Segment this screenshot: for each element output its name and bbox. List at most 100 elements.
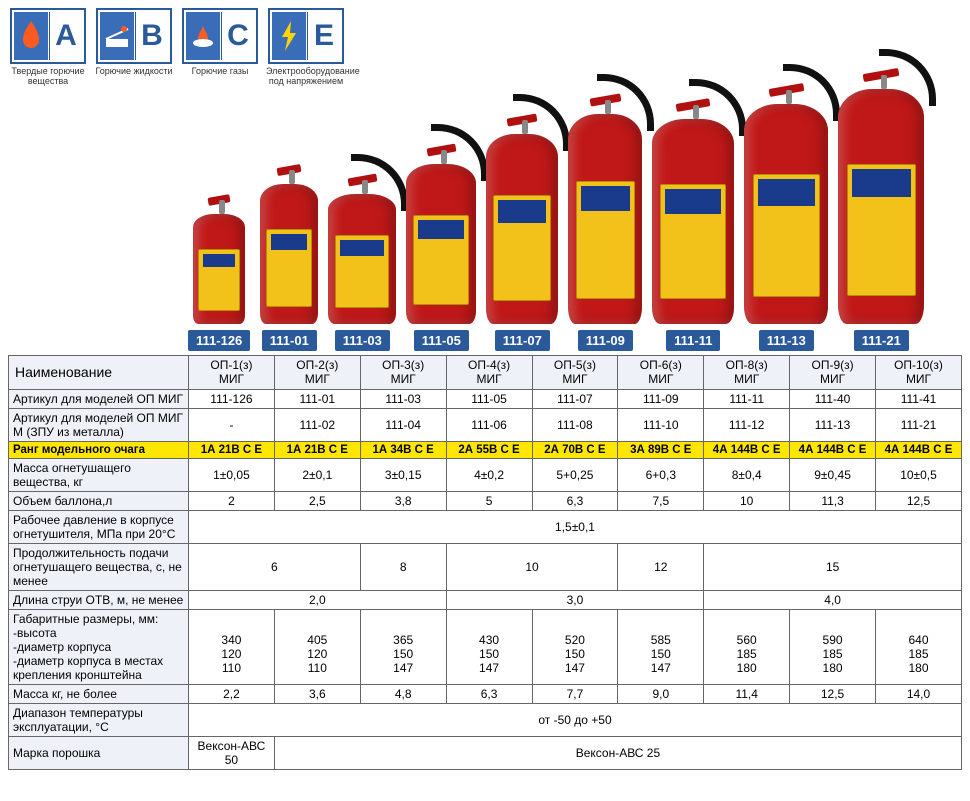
model-header: ОП-6(з)МИГ — [618, 355, 704, 389]
fire-class-A: A Твердые горючие вещества — [8, 8, 88, 87]
table-cell: 111-08 — [532, 408, 618, 441]
hose-icon — [351, 154, 408, 211]
table-cell: 111-126 — [189, 389, 275, 408]
table-cell: 340120110 — [189, 609, 275, 684]
fire-class-caption: Электрооборудование под напряжением — [266, 67, 346, 87]
row-label: Диапазон температуры эксплуатации, °С — [9, 703, 189, 736]
handle-icon — [281, 170, 298, 184]
model-header: ОП-8(з)МИГ — [704, 355, 790, 389]
table-row: Объем баллона,л22,53,856,37,51011,312,5 — [9, 491, 962, 510]
fire-class-C: C Горючие газы — [180, 8, 260, 87]
table-cell: 1А 21В С Е — [189, 441, 275, 458]
model-header: ОП-9(з)МИГ — [790, 355, 876, 389]
table-cell: 11,4 — [704, 684, 790, 703]
table-cell: 2А 55В С Е — [446, 441, 532, 458]
fire-class-icon — [186, 12, 220, 60]
table-body: Артикул для моделей ОП МИГ111-126111-011… — [9, 389, 962, 769]
table-row: Рабочее давление в корпусе огнетушителя,… — [9, 510, 962, 543]
table-cell: 4А 144В С Е — [876, 441, 962, 458]
table-cell: 2±0,1 — [274, 458, 360, 491]
row-label: Масса огнетушащего вещества, кг — [9, 458, 189, 491]
article-badge: 111-21 — [854, 330, 909, 351]
table-cell: 111-09 — [618, 389, 704, 408]
fire-class-caption: Горючие газы — [180, 67, 260, 77]
table-cell: 111-10 — [618, 408, 704, 441]
article-badge: 111-11 — [666, 330, 720, 351]
row-label: Продолжительность подачи огнетушащего ве… — [9, 543, 189, 590]
table-cell: 1А 21В С Е — [274, 441, 360, 458]
fire-class-letter: C — [221, 12, 254, 60]
row-label: Ранг модельного очага — [9, 441, 189, 458]
table-cell: 6,3 — [446, 684, 532, 703]
table-cell: 6 — [189, 543, 361, 590]
row-label: Артикул для моделей ОП МИГ М (ЗПУ из мет… — [9, 408, 189, 441]
hose-icon — [513, 94, 570, 151]
table-cell: 1А 34В С Е — [360, 441, 446, 458]
table-cell: 111-06 — [446, 408, 532, 441]
table-cell: 3,0 — [446, 590, 704, 609]
table-row: Габаритные размеры, мм:-высота-диаметр к… — [9, 609, 962, 684]
table-cell: 5 — [446, 491, 532, 510]
extinguisher-item: 111-13 — [744, 104, 828, 351]
table-cell: 111-01 — [274, 389, 360, 408]
table-cell: 111-04 — [360, 408, 446, 441]
table-cell: 11,3 — [790, 491, 876, 510]
row-label: Артикул для моделей ОП МИГ — [9, 389, 189, 408]
spec-table: Наименование ОП-1(з)МИГОП-2(з)МИГОП-3(з)… — [8, 355, 962, 770]
hose-icon — [431, 124, 488, 181]
table-cell: 12,5 — [876, 491, 962, 510]
table-cell: 640185180 — [876, 609, 962, 684]
extinguisher-item: 111-01 — [260, 184, 318, 351]
table-cell: 4А 144В С Е — [704, 441, 790, 458]
extinguisher-label — [198, 249, 240, 311]
table-cell: 111-21 — [876, 408, 962, 441]
table-cell: 111-12 — [704, 408, 790, 441]
table-cell: 2,0 — [189, 590, 447, 609]
table-cell: 430150147 — [446, 609, 532, 684]
table-cell: 2,2 — [189, 684, 275, 703]
extinguisher-label — [847, 164, 916, 296]
extinguisher-label — [266, 229, 312, 307]
table-cell: 2А 70В С Е — [532, 441, 618, 458]
table-cell: 7,5 — [618, 491, 704, 510]
extinguisher-body — [568, 114, 642, 324]
extinguisher-body — [406, 164, 476, 324]
table-row: Масса кг, не более2,23,64,86,37,79,011,4… — [9, 684, 962, 703]
table-cell: 6,3 — [532, 491, 618, 510]
model-header: ОП-5(з)МИГ — [532, 355, 618, 389]
header-row: Наименование ОП-1(з)МИГОП-2(з)МИГОП-3(з)… — [9, 355, 962, 389]
table-cell: 2,5 — [274, 491, 360, 510]
table-row: Ранг модельного очага1А 21В С Е1А 21В С … — [9, 441, 962, 458]
table-cell: 111-40 — [790, 389, 876, 408]
article-badge: 111-126 — [188, 330, 250, 351]
table-cell: 405120110 — [274, 609, 360, 684]
article-badge: 111-13 — [759, 330, 814, 351]
extinguisher-body — [328, 194, 396, 324]
table-cell: 111-13 — [790, 408, 876, 441]
table-cell: 1±0,05 — [189, 458, 275, 491]
table-cell: 6+0,3 — [618, 458, 704, 491]
fire-class-caption: Горючие жидкости — [94, 67, 174, 77]
table-cell: 590185180 — [790, 609, 876, 684]
table-cell: 7,7 — [532, 684, 618, 703]
extinguisher-label — [660, 184, 726, 299]
table-cell: 365150147 — [360, 609, 446, 684]
table-row: Диапазон температуры эксплуатации, °Сот … — [9, 703, 962, 736]
model-header: ОП-1(з)МИГ — [189, 355, 275, 389]
fire-class-icon — [14, 12, 48, 60]
extinguisher-body — [193, 214, 245, 324]
extinguisher-label — [493, 195, 551, 301]
extinguisher-item: 111-11 — [652, 119, 734, 351]
extinguisher-item: 111-09 — [568, 114, 642, 351]
table-cell: 2 — [189, 491, 275, 510]
table-cell: 10 — [446, 543, 618, 590]
table-cell: 10 — [704, 491, 790, 510]
row-label: Масса кг, не более — [9, 684, 189, 703]
extinguisher-item: 111-126 — [188, 214, 250, 351]
table-row: Артикул для моделей ОП МИГ М (ЗПУ из мет… — [9, 408, 962, 441]
extinguishers-lineup: 111-126 111-01 111-03 111-05 111-07 111-… — [8, 91, 962, 351]
table-cell: 111-41 — [876, 389, 962, 408]
table-cell: 3±0,15 — [360, 458, 446, 491]
table-cell: 111-03 — [360, 389, 446, 408]
handle-icon — [211, 200, 227, 214]
